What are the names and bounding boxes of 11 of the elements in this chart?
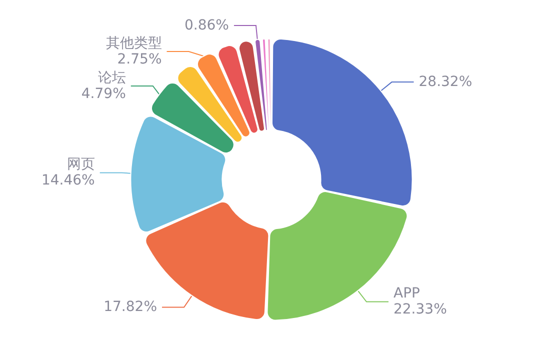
data-label: 17.82% bbox=[104, 299, 158, 316]
data-label: 4.79% bbox=[81, 86, 126, 102]
slice-label: APP bbox=[393, 286, 420, 302]
data-label: 28.32% bbox=[418, 74, 472, 90]
slice-label: 其他类型 bbox=[106, 36, 162, 52]
data-label: 22.33% bbox=[393, 302, 447, 318]
slice-label: 论坛 bbox=[98, 70, 126, 86]
data-label: 14.46% bbox=[41, 172, 95, 189]
data-label: 2.75% bbox=[117, 52, 162, 68]
data-label: 0.86% bbox=[184, 18, 229, 34]
slice-label: 网页 bbox=[66, 156, 95, 173]
